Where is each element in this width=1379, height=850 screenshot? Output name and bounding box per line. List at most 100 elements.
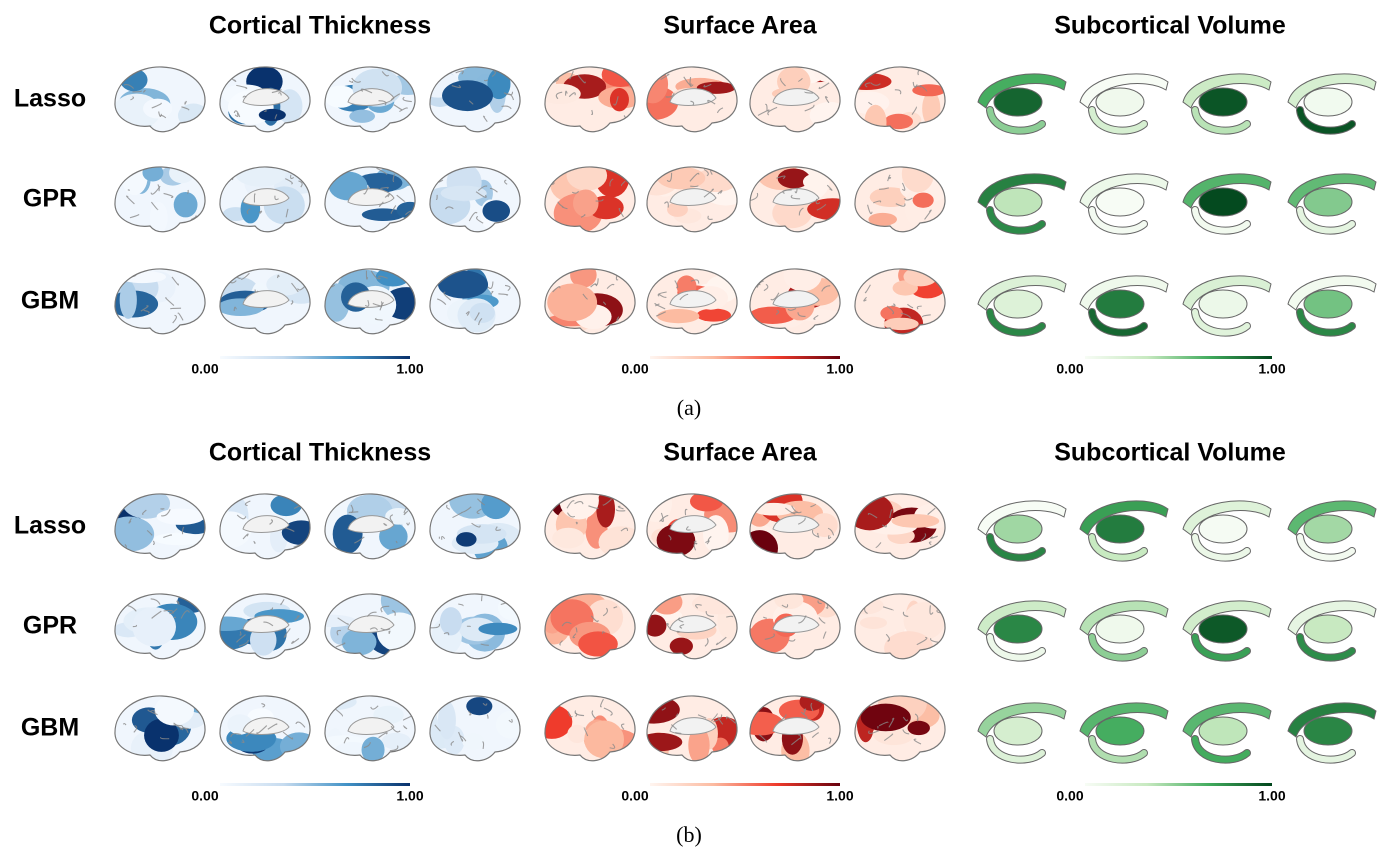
colorbar-max-label: 1.00: [396, 361, 423, 377]
brain-render: [841, 67, 945, 139]
brain-region: [552, 528, 584, 549]
brain-region: [784, 258, 822, 292]
brain-patches: [538, 592, 627, 657]
brain-region: [120, 69, 147, 92]
brain-render: [846, 594, 947, 666]
brain-render: [113, 67, 209, 134]
brain-region: [349, 110, 375, 123]
thalamus: [1199, 188, 1247, 216]
brain-region: [496, 711, 525, 739]
brain-render: [737, 692, 840, 770]
subcortical-render: [1288, 601, 1376, 658]
brain-region: [652, 590, 683, 615]
brain-region: [470, 303, 495, 323]
brain-render: [202, 594, 310, 659]
brain-region: [143, 99, 172, 119]
brain-render: [545, 262, 635, 333]
thalamus: [1096, 88, 1144, 116]
brain-render: [322, 167, 424, 232]
thalamus: [1304, 290, 1352, 318]
subcortical-render: [1288, 74, 1376, 131]
brain-region: [440, 607, 462, 635]
brain-region: [892, 514, 940, 528]
brain-region: [397, 202, 424, 219]
thalamus: [994, 88, 1042, 116]
brain-region: [774, 591, 803, 610]
brain-render: [855, 258, 949, 339]
subcortical-render: [978, 174, 1066, 231]
brain-region: [280, 732, 318, 760]
brain-render: [750, 62, 850, 132]
colorbar-min-label: 0.00: [621, 788, 648, 804]
thalamus: [1199, 515, 1247, 543]
colorbar: [220, 356, 410, 359]
brain-render: [741, 482, 840, 566]
sulcus: [174, 617, 176, 618]
sulcus: [507, 599, 508, 602]
subcortical-render: [1288, 501, 1376, 558]
brain-render: [115, 688, 205, 766]
brain-region: [478, 623, 517, 635]
brain-patches: [857, 684, 940, 745]
subcortical-render: [1080, 601, 1168, 658]
sulcus: [349, 512, 358, 513]
colorbar-max-label: 1.00: [396, 788, 423, 804]
brain-region: [578, 631, 618, 656]
brain-region: [531, 705, 572, 739]
brain-render: [855, 684, 945, 761]
brain-render: [749, 258, 844, 334]
colorbar-max-label: 1.00: [1258, 361, 1285, 377]
column-title: Surface Area: [663, 12, 817, 40]
sulcus: [171, 308, 182, 309]
brain-region: [462, 733, 484, 749]
brain-render: [628, 696, 743, 767]
brain-render: [629, 65, 737, 132]
panel: Cortical Thickness0.001.00Surface Area0.…: [14, 439, 1376, 847]
page: Cortical Thickness 0.00 1.00 Surface Area 0.…: [0, 0, 1379, 850]
brain-region: [456, 532, 476, 547]
brain-region: [584, 720, 624, 758]
colorbar-min-label: 0.00: [1056, 361, 1083, 377]
brain-region: [846, 493, 893, 530]
brain-region: [305, 615, 356, 627]
brain-render: [545, 481, 644, 558]
column-title: Subcortical Volume: [1054, 12, 1286, 40]
subcortical-render: [1080, 703, 1168, 760]
brain-region: [908, 721, 930, 735]
brain-region: [860, 617, 887, 629]
colorbar: [650, 356, 840, 359]
brain-region: [567, 160, 608, 190]
sulcus: [625, 601, 627, 604]
brain-render: [545, 158, 635, 234]
subcortical-render: [978, 601, 1066, 658]
brain-render: [750, 156, 858, 232]
brain-render: [538, 592, 636, 659]
brain-render: [647, 269, 738, 334]
brain-region: [441, 186, 487, 201]
brain-region: [637, 733, 682, 751]
colorbar: [220, 783, 410, 786]
column-title: Cortical Thickness: [209, 439, 431, 467]
thalamus: [1304, 615, 1352, 643]
brain-region: [841, 73, 891, 90]
brain-region: [154, 533, 204, 545]
brain-render: [634, 160, 752, 231]
thalamus: [1199, 615, 1247, 643]
brain-region: [637, 65, 668, 103]
panel-label: (a): [677, 395, 701, 420]
sulcus: [554, 279, 556, 281]
thalamus: [1096, 188, 1144, 216]
brain-region: [573, 189, 599, 216]
subcortical-render: [978, 74, 1066, 131]
brain-region: [741, 530, 778, 566]
thalamus: [994, 290, 1042, 318]
brain-region: [121, 159, 147, 195]
brain-render: [104, 488, 214, 558]
subcortical-render: [1080, 74, 1168, 131]
brain-patches: [104, 488, 214, 551]
thalamus: [1304, 188, 1352, 216]
thalamus: [994, 717, 1042, 745]
brain-region: [602, 62, 640, 87]
thalamus: [1199, 88, 1247, 116]
brain-render: [430, 268, 520, 334]
